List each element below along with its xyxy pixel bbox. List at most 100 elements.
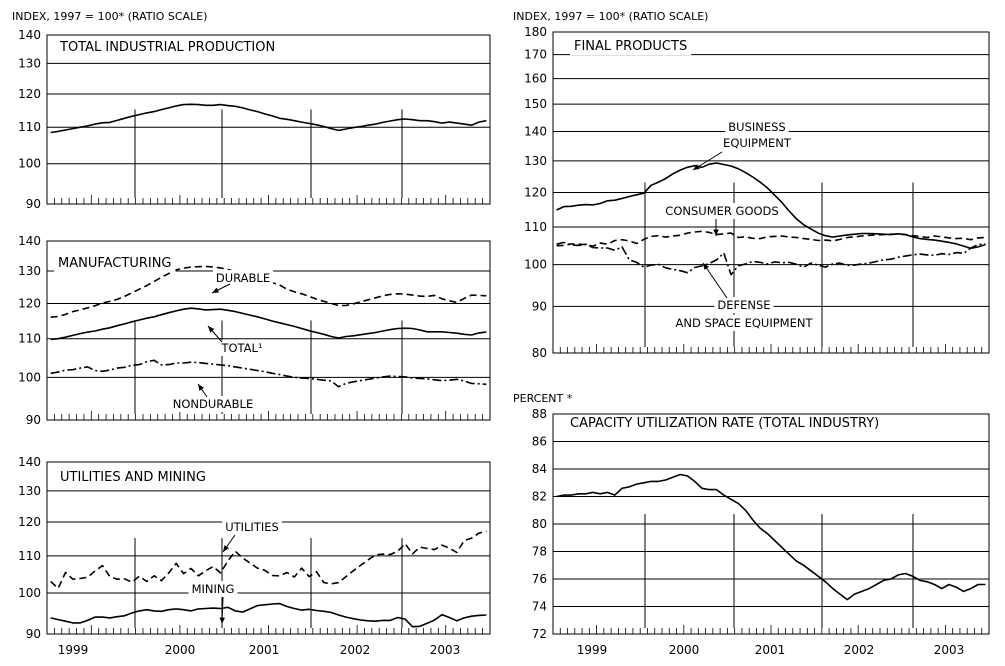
series-annotation: NONDURABLE [173,397,253,411]
y-tick-label: 120 [18,87,41,101]
series-line-defense-and-space-equipment [556,241,986,276]
y-tick-label: 90 [26,413,41,427]
y-tick-label: 160 [524,72,547,86]
title-backdrop [570,38,692,55]
panel-2: 90 100 110 120 130 140 MANUFACTURING DURABLE TOT… [18,234,491,427]
y-tick-label: 90 [532,299,547,313]
annotation-backdrop [188,581,238,597]
y-tick-label: 110 [18,120,41,134]
series-line-total- [50,307,487,341]
x-year-label: 2002 [340,643,371,657]
y-tick-label: 110 [524,220,547,234]
panel-title: UTILITIES AND MINING [60,470,206,485]
y-tick-label: 100 [18,157,41,171]
title-backdrop [54,255,176,272]
y-tick-label: 140 [18,28,41,42]
annotation-backdrop [725,119,789,135]
y-tick-label: 170 [524,48,547,62]
right-axis-header: INDEX, 1997 = 100* (RATIO SCALE) [513,10,708,23]
x-year-label: 2001 [249,643,280,657]
y-tick-label: 82 [532,490,547,504]
y-tick-label: 130 [18,264,41,278]
arrow-head [713,229,719,236]
arrow-head [212,287,219,293]
panel-title: FINAL PRODUCTS [574,39,687,54]
title-backdrop [55,39,280,56]
y-tick-label: 140 [18,455,41,469]
series-annotation: DURABLE [216,271,270,285]
annotation-backdrop [212,270,274,286]
y-tick-label: 72 [532,627,547,641]
y-tick-label: 76 [532,572,547,586]
panel-5: 72 74 76 78 80 82 84 86 88 CAPACITY UTILIZATION R… [532,407,990,641]
annotation-backdrop [714,297,774,313]
series-line-business-equipment [556,162,986,250]
series-annotation: EQUIPMENT [723,136,792,150]
y-tick-label: 180 [524,25,547,39]
y-tick-label: 90 [26,627,41,641]
panel-title: MANUFACTURING [58,256,172,271]
annotation-backdrop [169,396,257,412]
y-tick-label: 150 [524,97,547,111]
series-annotation: CONSUMER GOODS [665,204,778,218]
y-tick-label: 88 [532,407,547,421]
y-tick-label: 120 [524,186,547,200]
x-year-label: 2000 [669,643,700,657]
y-tick-label: 80 [532,346,547,360]
y-tick-label: 140 [18,234,41,248]
series-annotation: MINING [192,582,235,596]
series-annotation: BUSINESS [728,120,785,134]
series-line-nondurable [50,359,487,388]
y-tick-label: 110 [18,549,41,563]
y-tick-label: 120 [18,296,41,310]
arrow-head [208,326,215,333]
annotation-backdrop [217,340,266,356]
arrow-head [693,164,700,170]
x-year-label: 2000 [165,643,196,657]
y-tick-label: 140 [524,124,547,138]
annotation-backdrop [672,315,817,331]
panel-title: TOTAL INDUSTRIAL PRODUCTION [59,40,275,55]
series-annotation: AND SPACE EQUIPMENT [676,316,814,330]
series-line-consumer-goods [556,230,986,247]
x-year-label: 2001 [755,643,786,657]
annotation-backdrop [720,135,795,151]
x-year-label: 1999 [577,643,608,657]
series-annotation: UTILITIES [225,520,279,534]
y-tick-label: 74 [532,600,547,614]
y-tick-label: 110 [18,332,41,346]
y-tick-label: 100 [18,586,41,600]
panel-1: 90 100 110 120 130 140 TOTAL INDUSTRIAL PRODUC… [18,28,491,211]
x-year-label: 2003 [934,643,965,657]
panel-title: CAPACITY UTILIZATION RATE (TOTAL INDUSTR… [570,416,879,431]
annotation-backdrop [662,203,782,219]
series-annotation: TOTAL¹ [220,341,262,355]
arrow-head [198,384,204,391]
x-year-label: 2003 [430,643,461,657]
y-tick-label: 84 [532,462,547,476]
title-backdrop [56,469,210,486]
capacity-axis-header: PERCENT * [513,392,573,405]
panel-4: 80 90 100 110 120 130 140 150 160 170 180 FINAL PRO… [524,25,990,360]
arrow-head [219,617,225,624]
panel-3: 90 100 110 120 130 140 UTILITIES AND MINING UTI… [18,455,491,641]
series-line-utilities [50,530,487,590]
x-year-label: 1999 [58,643,89,657]
y-tick-label: 130 [18,56,41,70]
y-tick-label: 90 [26,197,41,211]
title-backdrop [566,415,884,432]
y-tick-label: 100 [18,370,41,384]
y-tick-label: 100 [524,258,547,272]
y-tick-label: 80 [532,517,547,531]
left-axis-header: INDEX, 1997 = 100* (RATIO SCALE) [12,10,207,23]
series-annotation: DEFENSE [717,298,770,312]
y-tick-label: 78 [532,545,547,559]
annotation-backdrop [222,519,282,535]
series-line-main [556,473,986,601]
y-tick-label: 130 [524,154,547,168]
arrow-head [703,263,709,270]
x-year-label: 2002 [844,643,875,657]
chart-panels: 90 100 110 120 130 140 TOTAL INDUSTRIAL PRODUC… [18,25,990,657]
series-line-main [50,103,487,134]
